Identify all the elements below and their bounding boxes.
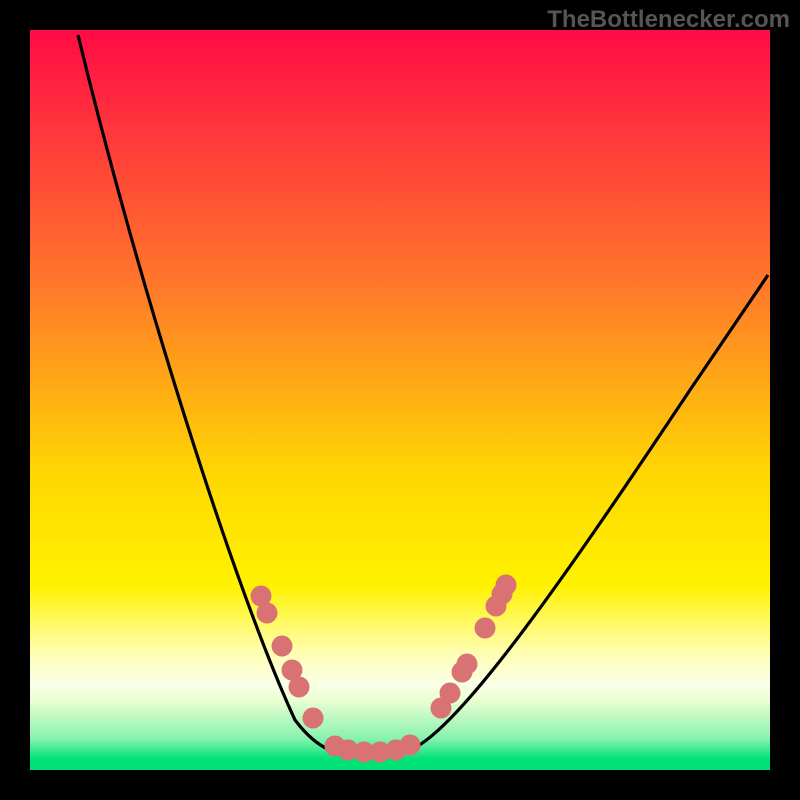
data-marker: [272, 636, 293, 657]
chart-root: TheBottlenecker.com: [0, 0, 800, 800]
data-marker: [257, 603, 278, 624]
data-marker: [496, 575, 517, 596]
gradient-background: [30, 30, 770, 770]
data-marker: [400, 735, 421, 756]
attribution-label: TheBottlenecker.com: [547, 6, 790, 34]
data-marker: [475, 618, 496, 639]
data-marker: [289, 677, 310, 698]
data-marker: [457, 654, 478, 675]
data-marker: [303, 708, 324, 729]
data-marker: [440, 683, 461, 704]
bottleneck-curve-chart: [30, 30, 770, 770]
